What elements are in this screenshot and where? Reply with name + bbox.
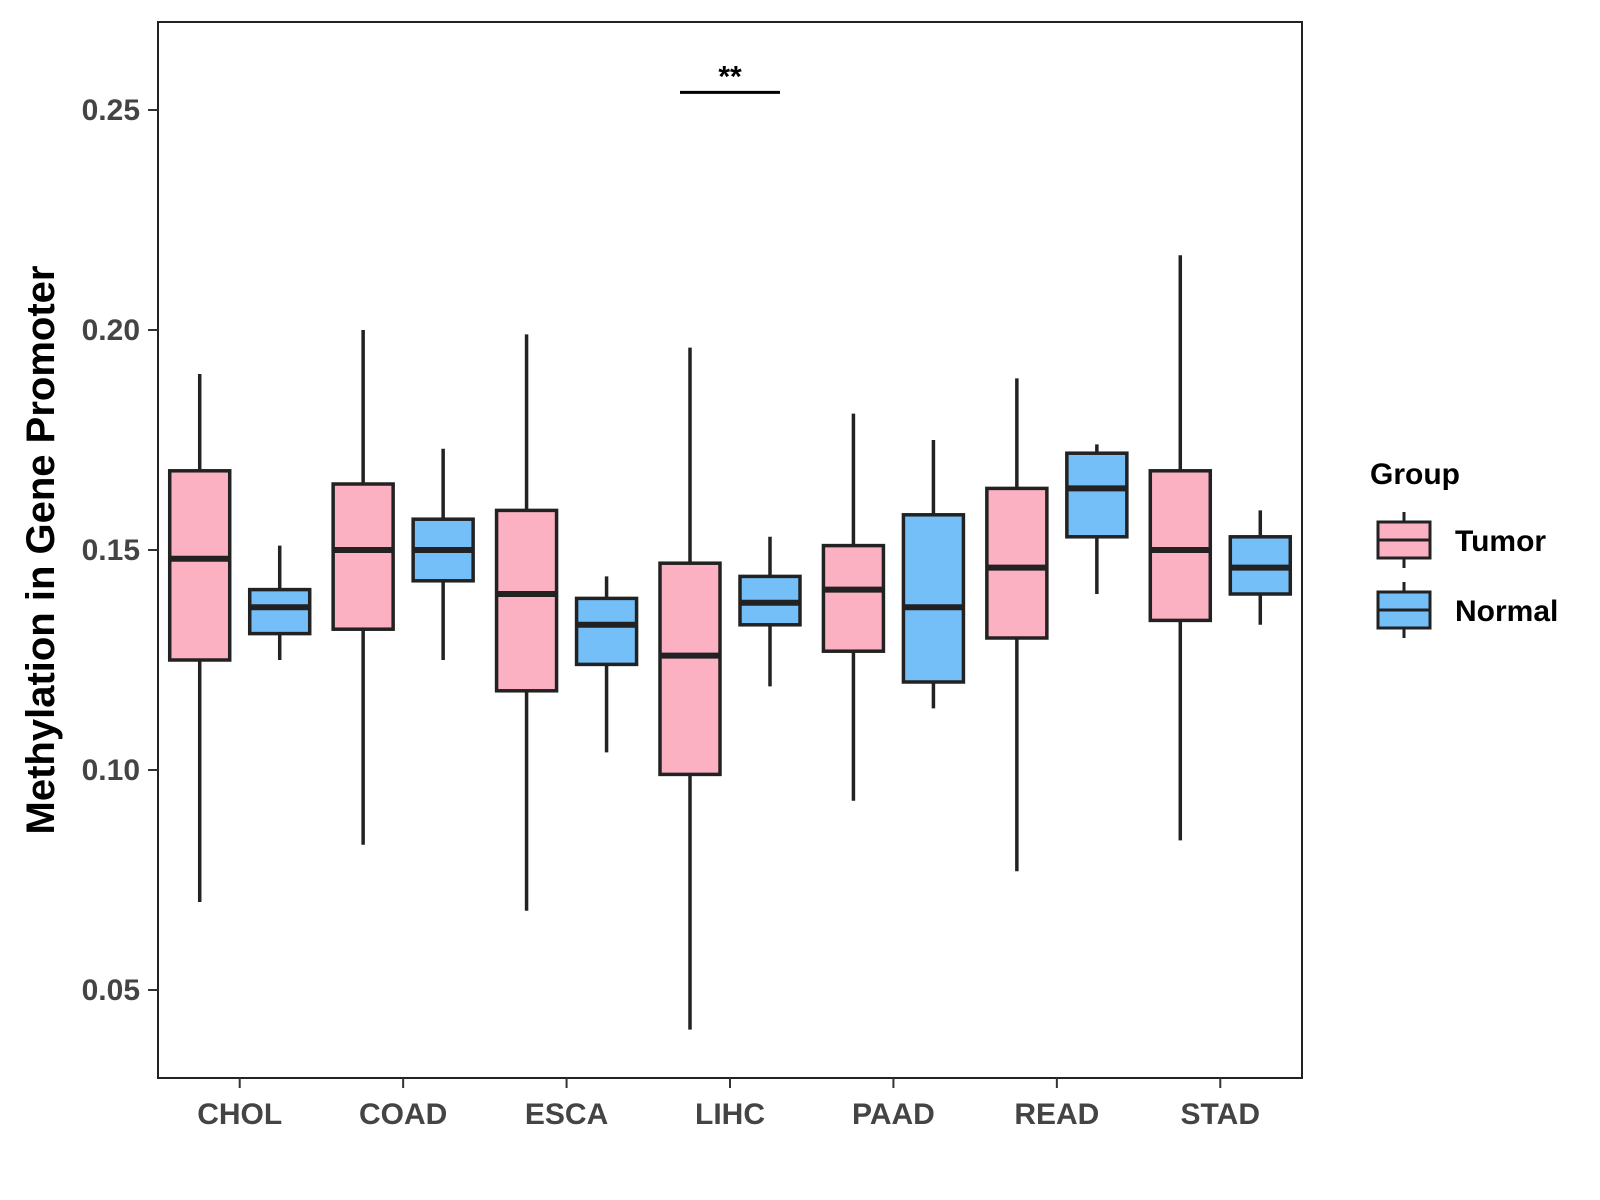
normal-esca-box [574, 596, 639, 667]
significance-label: ** [718, 60, 742, 93]
box-tumor-stad [1148, 255, 1213, 841]
y-axis-title: Methylation in Gene Promoter [19, 266, 63, 835]
y-tick-label: 0.05 [82, 974, 140, 1007]
x-tick-label: COAD [359, 1098, 447, 1131]
x-tick-label: STAD [1181, 1098, 1260, 1131]
tumor-lihc-box [658, 561, 722, 777]
y-tick-label: 0.10 [82, 754, 140, 787]
legend-item-normal: Normal [1376, 582, 1558, 638]
plot-panel-border [157, 21, 1303, 1079]
box-tumor-paad [821, 413, 886, 801]
box-normal-coad [411, 448, 475, 660]
tumor-paad-box [821, 543, 886, 653]
x-tick-label: PAAD [852, 1098, 935, 1131]
box-normal-lihc [738, 536, 802, 687]
boxes-layer [167, 255, 1293, 1030]
annotations-layer: ** [680, 60, 780, 94]
box-tumor-lihc [658, 347, 722, 1030]
normal-paad-box [901, 513, 966, 684]
y-tick-label: 0.25 [82, 94, 140, 127]
legend: Group Tumor Normal [1370, 458, 1558, 638]
series-normal [247, 440, 1293, 753]
tumor-coad-box [331, 482, 395, 631]
series-tumor [167, 255, 1213, 1030]
normal-read-box [1065, 451, 1129, 539]
tumor-esca-box [494, 508, 559, 693]
box-tumor-read [985, 378, 1049, 872]
normal-chol-box [247, 587, 312, 636]
legend-label: Tumor [1455, 525, 1546, 558]
box-normal-read [1065, 444, 1129, 594]
tumor-read-box [985, 486, 1049, 640]
legend-label: Normal [1455, 595, 1558, 628]
box-tumor-chol [167, 374, 232, 902]
x-tick-label: ESCA [525, 1098, 608, 1131]
axes-layer: 0.05 0.10 0.15 0.20 0.25 CHOL COAD ESCA LIHC PAAD… [82, 94, 1260, 1131]
box-normal-paad [901, 440, 966, 709]
box-normal-esca [574, 576, 639, 753]
x-tick-label: LIHC [695, 1098, 765, 1131]
x-tick-label: CHOL [197, 1098, 282, 1131]
x-tick-label: READ [1014, 1098, 1099, 1131]
box-normal-chol [247, 545, 312, 660]
box-tumor-esca [494, 334, 559, 911]
legend-title: Group [1370, 458, 1460, 491]
tumor-chol-box [167, 469, 232, 662]
tumor-stad-box [1148, 469, 1213, 623]
y-tick-label: 0.20 [82, 314, 140, 347]
box-normal-stad [1228, 510, 1293, 625]
y-tick-label: 0.15 [82, 534, 140, 567]
box-tumor-coad [331, 330, 395, 845]
legend-item-tumor: Tumor [1376, 512, 1546, 568]
